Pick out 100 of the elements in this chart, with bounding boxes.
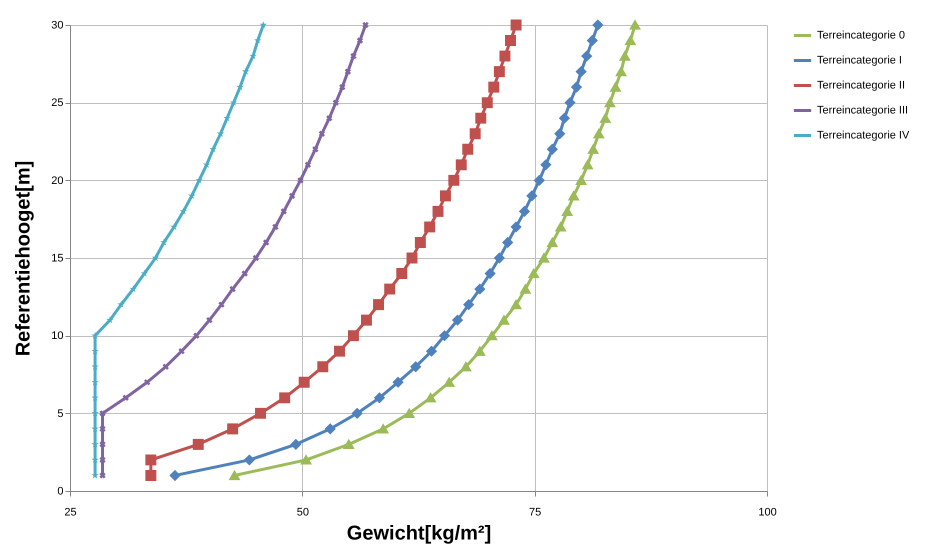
point	[144, 379, 150, 386]
legend-label: Terreincategorie III	[817, 104, 908, 116]
x-tick-label: 100	[758, 506, 777, 518]
point	[140, 270, 148, 277]
point	[452, 314, 463, 326]
point	[594, 129, 604, 138]
point	[534, 175, 544, 186]
point	[592, 20, 604, 30]
y-tick-label: 0	[57, 486, 64, 498]
point	[630, 20, 640, 30]
point	[547, 144, 558, 154]
point	[170, 470, 180, 481]
point	[404, 408, 414, 418]
point	[564, 97, 576, 108]
point	[475, 112, 486, 124]
point	[236, 83, 244, 90]
x-axis-title: Gewicht[kg/m²]	[346, 522, 492, 544]
point	[242, 270, 248, 277]
point	[498, 316, 510, 325]
point	[432, 206, 444, 217]
point	[348, 330, 359, 342]
point	[242, 68, 250, 75]
point	[206, 317, 213, 324]
point	[152, 254, 160, 262]
point	[290, 439, 302, 450]
point	[252, 254, 259, 262]
point	[334, 346, 345, 357]
point	[568, 191, 579, 200]
point	[562, 206, 572, 216]
point	[106, 316, 114, 324]
legend-label: Terreincategorie 0	[817, 30, 906, 42]
point	[326, 115, 332, 122]
legend-label: Terreincategorie IV	[817, 130, 910, 142]
point	[373, 299, 384, 310]
point	[600, 114, 610, 123]
point	[288, 192, 296, 199]
point	[374, 392, 385, 403]
point	[474, 346, 486, 356]
point	[510, 300, 522, 310]
point	[448, 174, 460, 186]
point	[414, 236, 426, 248]
point	[538, 253, 550, 263]
point	[209, 145, 217, 152]
point	[625, 36, 636, 46]
point	[99, 441, 106, 448]
point	[145, 454, 156, 466]
point	[384, 284, 396, 295]
point	[484, 268, 496, 279]
point	[344, 68, 351, 75]
point	[362, 22, 369, 28]
point	[188, 192, 196, 200]
point	[488, 82, 500, 93]
point	[519, 206, 530, 217]
point	[547, 238, 558, 248]
point	[162, 364, 169, 370]
y-tick-label: 5	[57, 408, 64, 420]
point	[196, 176, 203, 184]
point	[272, 224, 279, 230]
point	[456, 159, 467, 170]
point	[91, 332, 99, 339]
x-tick-label: 50	[296, 506, 309, 518]
point	[318, 130, 325, 137]
y-tick-label: 25	[51, 97, 64, 110]
point	[145, 470, 156, 481]
point	[332, 100, 339, 106]
point	[202, 160, 210, 168]
point	[576, 66, 586, 77]
point	[540, 160, 551, 170]
point	[587, 35, 598, 46]
point	[396, 268, 408, 280]
point	[474, 284, 486, 294]
point	[470, 128, 481, 140]
point	[482, 97, 493, 108]
point	[170, 223, 178, 230]
point	[298, 376, 310, 388]
point	[505, 35, 516, 46]
point	[193, 332, 200, 339]
point	[122, 394, 129, 401]
point	[439, 330, 450, 341]
point	[520, 284, 531, 294]
point	[344, 440, 354, 450]
point	[360, 314, 372, 326]
point	[297, 177, 304, 184]
point	[486, 331, 498, 340]
point	[280, 208, 287, 215]
point	[192, 438, 204, 450]
point	[339, 84, 346, 90]
point	[312, 146, 318, 152]
point	[610, 82, 621, 92]
point	[352, 408, 362, 419]
point	[300, 455, 312, 465]
point	[406, 252, 418, 264]
point	[304, 162, 312, 168]
point	[510, 222, 522, 232]
legend-label: Terreincategorie II	[817, 80, 906, 92]
point	[378, 424, 388, 434]
point	[559, 113, 570, 124]
point	[616, 66, 626, 76]
point	[425, 393, 436, 402]
point	[180, 208, 188, 215]
